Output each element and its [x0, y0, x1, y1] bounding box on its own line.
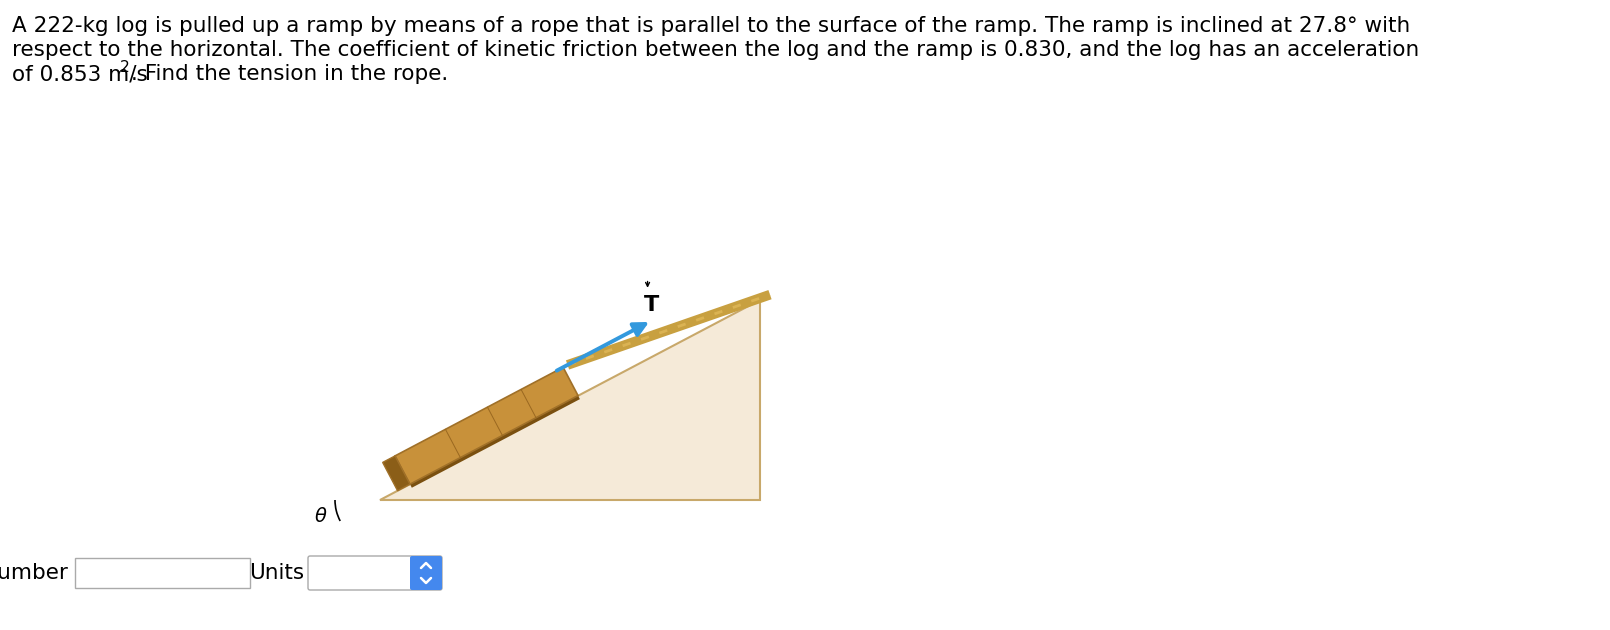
Polygon shape — [411, 396, 580, 488]
Bar — [76, 558, 250, 588]
Polygon shape — [394, 367, 578, 484]
Text: Number: Number — [0, 563, 69, 583]
Text: θ: θ — [314, 507, 327, 525]
Text: of 0.853 m/s: of 0.853 m/s — [11, 64, 148, 84]
Polygon shape — [380, 300, 760, 500]
FancyBboxPatch shape — [308, 556, 443, 590]
Text: 2: 2 — [121, 60, 130, 75]
Text: respect to the horizontal. The coefficient of kinetic friction between the log a: respect to the horizontal. The coefficie… — [11, 40, 1420, 60]
FancyBboxPatch shape — [411, 556, 443, 590]
Text: T: T — [644, 295, 658, 314]
Text: A 222-kg log is pulled up a ramp by means of a rope that is parallel to the surf: A 222-kg log is pulled up a ramp by mean… — [11, 16, 1410, 36]
Polygon shape — [383, 456, 411, 491]
Text: . Find the tension in the rope.: . Find the tension in the rope. — [130, 64, 448, 84]
Text: Units: Units — [250, 563, 304, 583]
